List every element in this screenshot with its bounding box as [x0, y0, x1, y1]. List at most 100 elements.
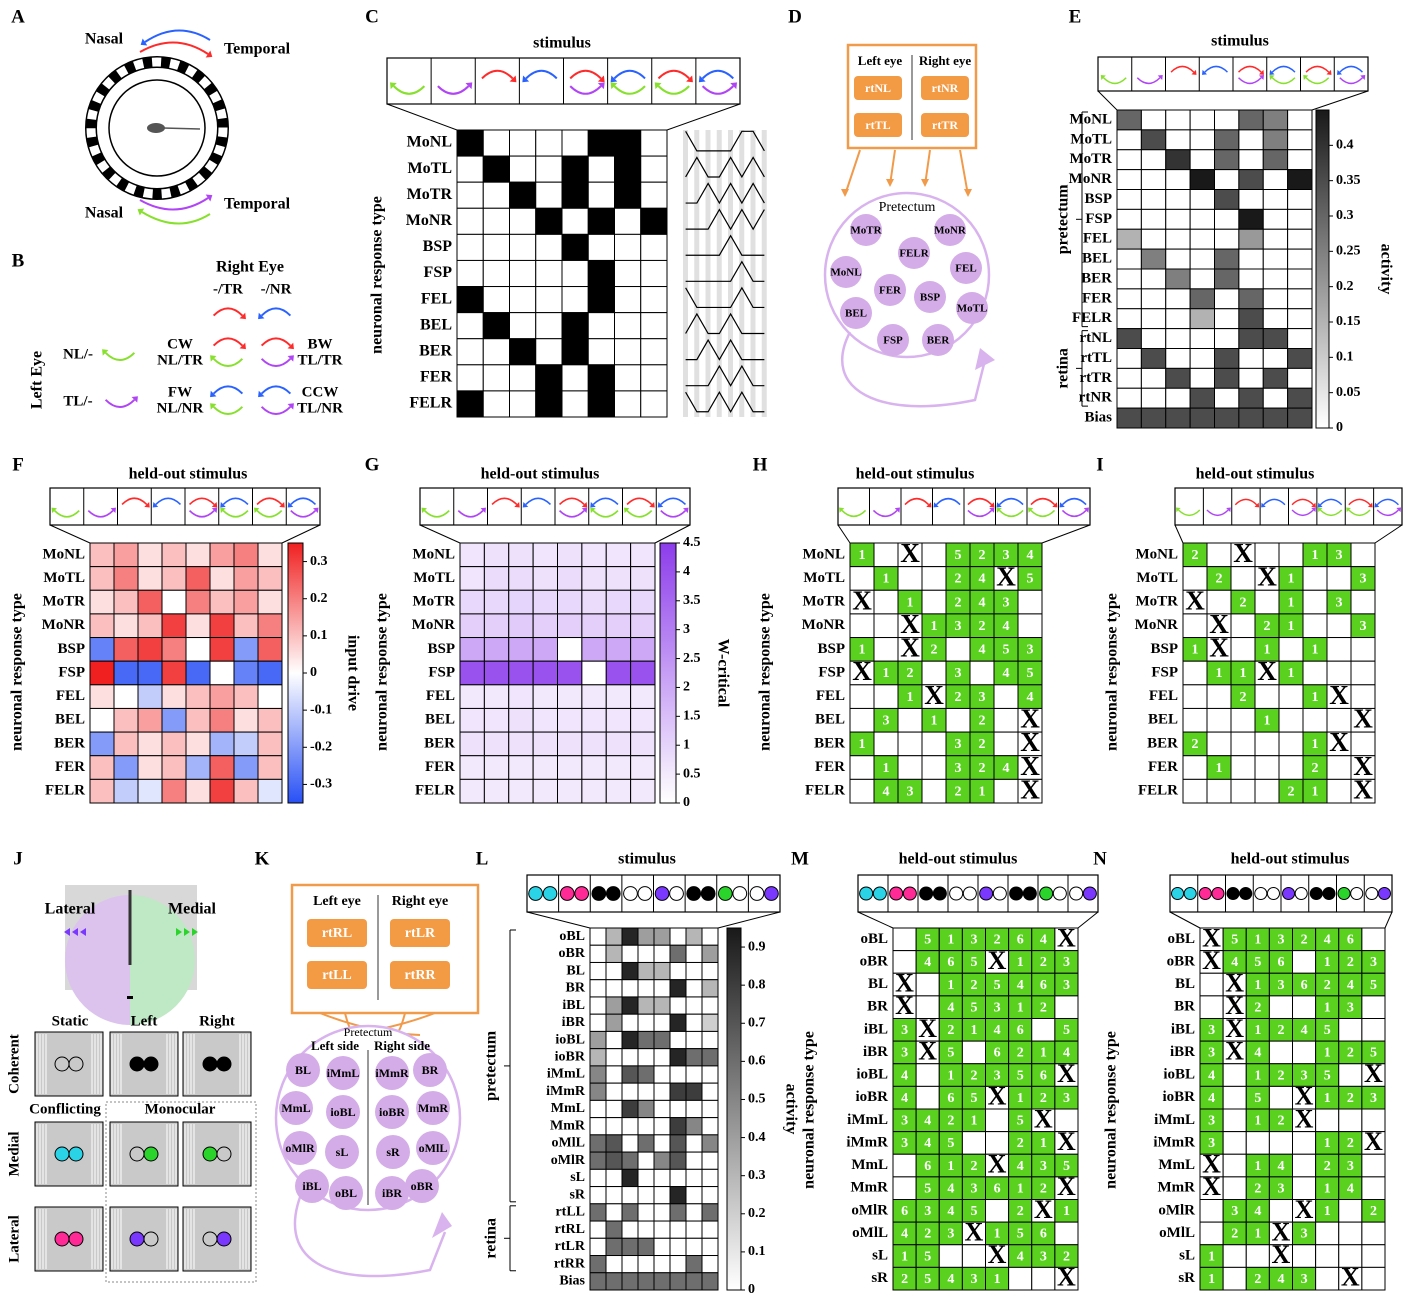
heatmap-cell [482, 233, 510, 261]
heatmap-cell [459, 613, 485, 639]
rank-label: 2 [1324, 1159, 1331, 1174]
grid-cell [892, 1176, 917, 1200]
node [874, 274, 906, 306]
line [1077, 911, 1099, 929]
row-label: MoTR [413, 594, 456, 610]
stimulus-dot [202, 1056, 218, 1072]
heatmap-cell [557, 589, 583, 615]
excluded-mark: X [1329, 680, 1349, 710]
arrow-icon [1030, 497, 1056, 506]
heatmap-cell [1116, 189, 1142, 210]
arrow-head [205, 50, 213, 58]
heatmap-cell [605, 979, 623, 998]
rank-label: 2 [1277, 1068, 1284, 1083]
stimulus-dot [932, 886, 947, 901]
heatmap-cell [557, 684, 583, 709]
arrow-icon [1339, 77, 1363, 85]
heatmap-cell [535, 181, 563, 209]
rank-label: 3 [1301, 1068, 1308, 1083]
arrow-head [1028, 507, 1034, 513]
rank-label: 6 [1040, 978, 1047, 993]
arrow-icon [525, 497, 552, 506]
heatmap-cell [685, 1065, 703, 1084]
heatmap-cell [456, 233, 484, 261]
arrow-head [239, 312, 246, 320]
heatmap-cell [1238, 288, 1264, 310]
label: rtTR [932, 118, 958, 132]
heatmap-cell [482, 390, 510, 418]
label: Medial [168, 901, 217, 918]
row-label: iMmR [1153, 1134, 1195, 1150]
heatmap-cell [637, 1186, 655, 1205]
heatmap-cell [257, 684, 283, 709]
heatmap-cell [509, 259, 537, 288]
rank-label: 1 [1312, 690, 1319, 705]
motion-arrow [176, 928, 182, 936]
grid-cell [1199, 995, 1224, 1019]
heatmap-cell [1140, 149, 1167, 171]
heatmap-cell [1214, 149, 1240, 171]
heatmap-cell [669, 1272, 687, 1291]
heatmap-cell [669, 1255, 687, 1274]
arrow-icon [558, 497, 585, 506]
rank-label: 4 [947, 1272, 954, 1287]
line [281, 524, 321, 544]
row-label: FSP [424, 264, 453, 281]
heatmap-cell [482, 338, 510, 366]
heatmap-cell [637, 1220, 655, 1239]
heatmap-cell [669, 1082, 687, 1101]
node [956, 292, 988, 324]
heatmap-cell [653, 1168, 671, 1188]
arrow-head [1059, 502, 1065, 508]
heatmap-cell [621, 1186, 639, 1205]
label: ioBR [379, 1105, 405, 1119]
heatmap-cell [1214, 367, 1240, 389]
heatmap-cell [1189, 109, 1215, 131]
grid-cell [961, 1131, 986, 1155]
row-label: sL [872, 1248, 888, 1264]
label: Nasal [85, 205, 124, 222]
stimulus-dot [216, 1146, 232, 1162]
row-label: FER [420, 369, 452, 386]
arrow-head [287, 502, 294, 508]
stimulus-dot [68, 1056, 84, 1072]
stimulus-dot [686, 886, 702, 901]
heatmap-cell [483, 566, 510, 591]
excluded-mark: X [1225, 991, 1244, 1020]
row-label: iBR [1170, 1044, 1195, 1060]
heatmap-cell [589, 961, 607, 981]
heatmap-cell [1262, 328, 1289, 349]
grid-cell [1326, 637, 1352, 662]
heatmap-cell [89, 660, 115, 686]
arrow-icon [626, 510, 653, 518]
colorbar-tick-label: 0.5 [683, 766, 701, 781]
panel-letter: F [12, 454, 24, 475]
heatmap-cell [1140, 268, 1167, 290]
arrow-icon [1305, 77, 1330, 85]
rank-label: 1 [859, 643, 866, 658]
row-label: FER [55, 759, 85, 775]
row-label: rtTL [1080, 350, 1112, 366]
rank-label: 3 [1370, 955, 1377, 970]
panel-letter: I [1096, 454, 1103, 475]
rank-label: 1 [1324, 1181, 1331, 1196]
arrow-head [975, 348, 995, 370]
heatmap-cell [185, 755, 211, 780]
rank-label: 6 [1017, 933, 1024, 948]
rank-label: 2 [970, 978, 977, 993]
rank-label: 1 [1264, 643, 1271, 658]
rank-label: 3 [901, 1136, 908, 1151]
heatmap-cell [685, 961, 703, 981]
grid-cell [1361, 1018, 1386, 1042]
heatmap-cell [640, 312, 668, 340]
heatmap-cell [701, 1082, 719, 1101]
rank-label: 2 [1040, 1000, 1047, 1015]
arrow-icon [139, 41, 209, 55]
rank-label: 2 [1040, 955, 1047, 970]
node [830, 256, 862, 288]
heatmap-cell [509, 181, 537, 209]
arrow-icon [393, 85, 426, 95]
heatmap-cell [669, 996, 687, 1015]
arrow-icon [1305, 65, 1330, 73]
